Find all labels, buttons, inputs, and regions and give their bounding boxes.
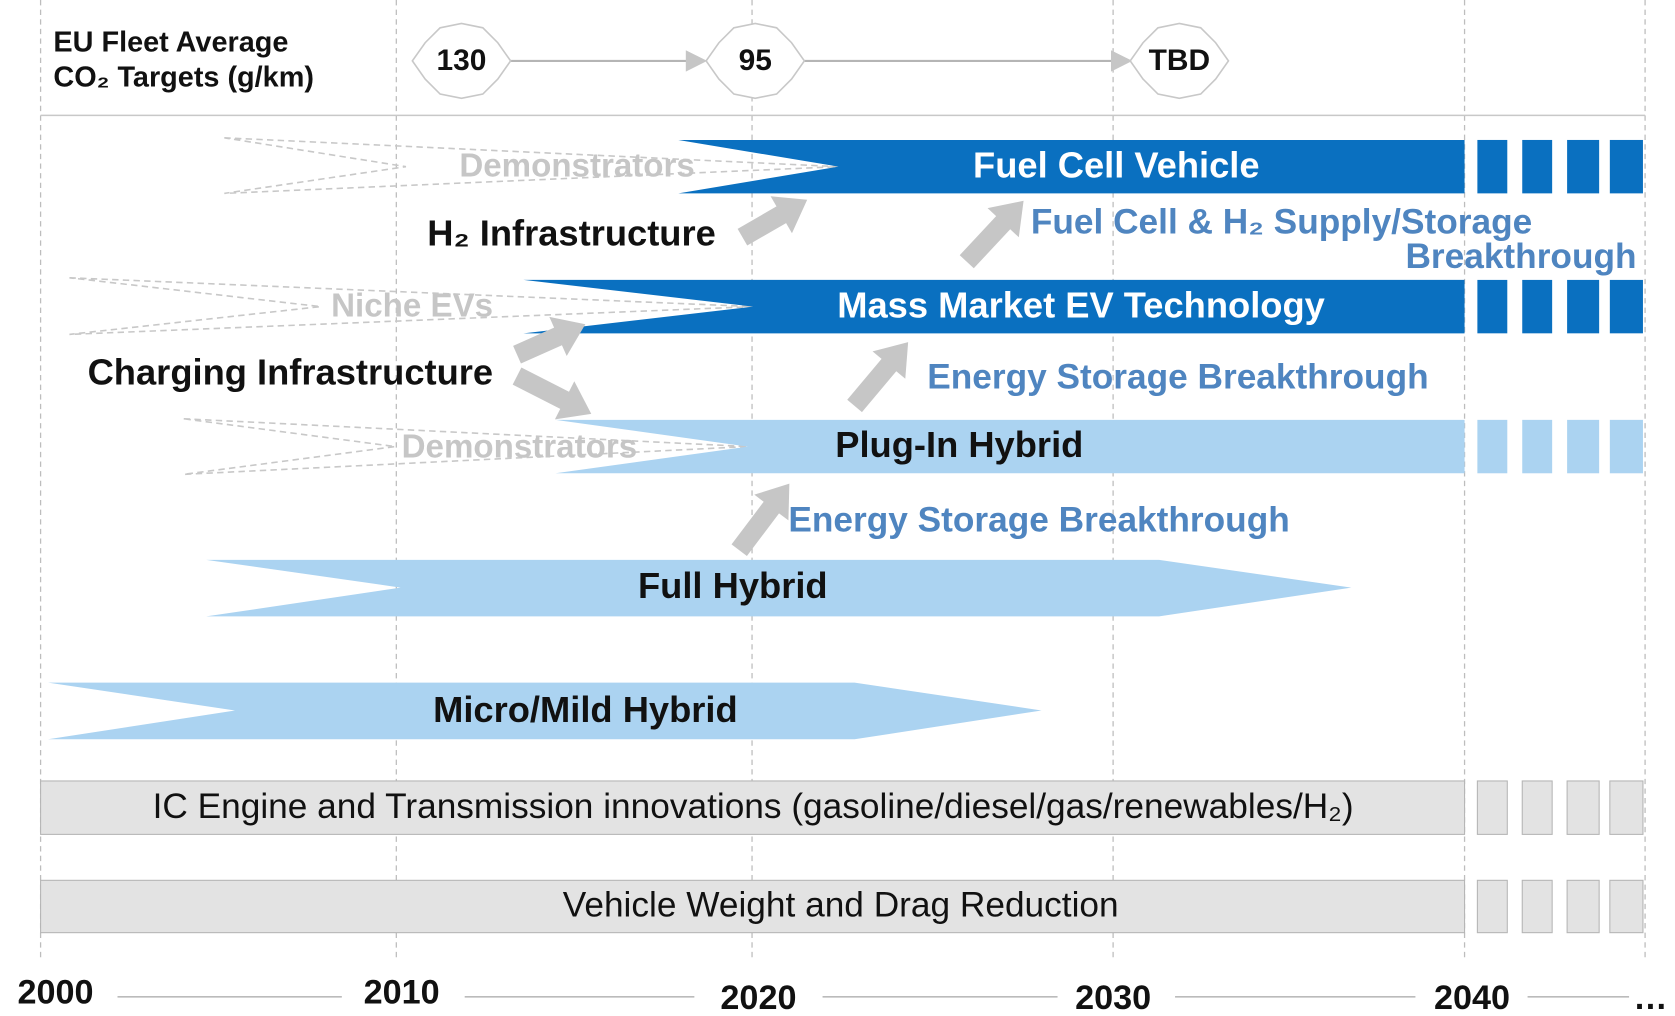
demo-outline: [224, 137, 839, 195]
stripe: [1609, 879, 1644, 934]
row-label: Vehicle Weight and Drag Reduction: [563, 885, 1119, 924]
stripe: [1567, 419, 1600, 474]
stripe: [1609, 279, 1643, 334]
stripe: [1477, 139, 1508, 194]
demo-outline: [183, 417, 748, 476]
year-label: 2000: [18, 974, 94, 1012]
target-badge: [411, 22, 512, 100]
target-badge: [1129, 22, 1230, 100]
continuation-stripes: [1477, 139, 1643, 194]
block-arrow: [513, 316, 586, 364]
stripe: [1609, 139, 1643, 194]
niche-outline: [69, 276, 754, 336]
breakthrough-label: Fuel Cell & H₂ Supply/Storage: [1031, 203, 1532, 242]
niche-label: Niche EVs: [331, 287, 493, 324]
header-line: CO₂ Targets (g/km): [53, 62, 314, 94]
stripe: [1477, 419, 1508, 474]
year-label: 2010: [364, 974, 440, 1012]
stripe: [1522, 279, 1553, 334]
row-label: Fuel Cell Vehicle: [973, 144, 1260, 185]
stripe: [1522, 419, 1553, 474]
block-arrow: [512, 367, 592, 420]
breakthrough-label: Energy Storage Breakthrough: [788, 501, 1289, 540]
stripe: [1521, 879, 1553, 934]
year-label: 2030: [1075, 979, 1151, 1016]
stripe: [1522, 139, 1553, 194]
block-arrow: [847, 342, 909, 413]
ev-bar: [523, 279, 1465, 334]
target-badge: [705, 22, 806, 100]
target-value: TBD: [1149, 44, 1210, 77]
stripe: [1521, 780, 1553, 835]
continuation-stripes: [1477, 279, 1643, 334]
stripe: [1476, 879, 1508, 934]
year-label: …: [1633, 979, 1667, 1016]
target-value: 95: [739, 44, 772, 77]
enabler-arrows: [512, 196, 1024, 556]
row-label: Full Hybrid: [638, 565, 828, 606]
stripe: [1609, 780, 1644, 835]
ic-engine-bar: [40, 780, 1466, 835]
row-label: IC Engine and Transmission innovations (…: [153, 787, 1354, 826]
stripe: [1567, 139, 1600, 194]
arrowhead: [685, 50, 708, 72]
demo-label: Demonstrators: [459, 147, 695, 184]
stripe: [1477, 279, 1508, 334]
fuel-cell-bar: [678, 139, 1465, 194]
weight-bar: [40, 879, 1466, 934]
arrowhead: [1110, 50, 1133, 72]
continuation-stripes: [1476, 879, 1644, 934]
continuation-stripes: [1477, 419, 1643, 474]
row-label: Plug-In Hybrid: [835, 424, 1083, 465]
breakthrough-label: Breakthrough: [1405, 237, 1636, 276]
year-label: 2020: [720, 979, 796, 1016]
stripe: [1566, 780, 1600, 835]
demo-label: Demonstrators: [402, 428, 638, 465]
enabler-label: H₂ Infrastructure: [427, 213, 716, 254]
block-arrow: [737, 196, 808, 246]
stripe: [1567, 279, 1600, 334]
full-hybrid-bar: [206, 559, 1352, 617]
continuation-stripes: [1476, 780, 1644, 835]
row-label: Micro/Mild Hybrid: [433, 689, 738, 730]
micro-hybrid-bar: [48, 682, 1042, 740]
stripe: [1476, 780, 1508, 835]
phev-bar: [555, 419, 1465, 474]
stripe: [1609, 419, 1643, 474]
year-axis: 2000 2010 2020 2030 2040 …: [18, 974, 1668, 1016]
target-timeline: 130 95 TBD: [411, 22, 1230, 100]
enabler-label: Charging Infrastructure: [88, 352, 494, 393]
block-arrow: [959, 200, 1024, 269]
breakthrough-label: Energy Storage Breakthrough: [927, 358, 1428, 397]
row-label: Mass Market EV Technology: [837, 284, 1325, 325]
target-value: 130: [437, 44, 487, 77]
header-line: EU Fleet Average: [53, 26, 288, 58]
block-arrow: [731, 483, 790, 556]
year-label: 2040: [1434, 979, 1510, 1016]
stripe: [1566, 879, 1600, 934]
